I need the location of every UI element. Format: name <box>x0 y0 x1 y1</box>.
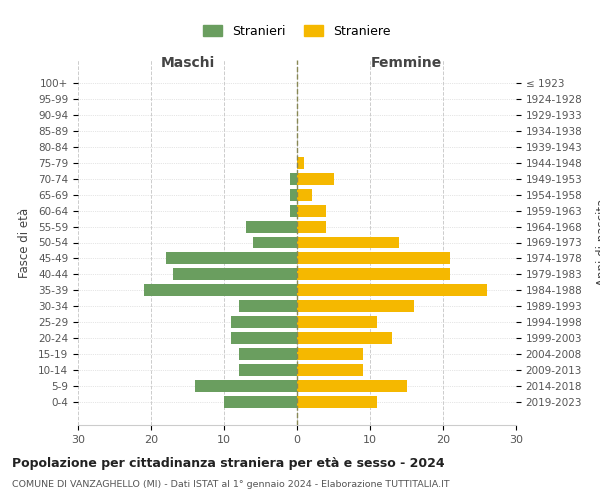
Bar <box>297 204 326 216</box>
Bar <box>290 172 297 184</box>
Bar <box>290 188 297 200</box>
Bar <box>239 348 297 360</box>
Bar <box>297 268 450 280</box>
Bar <box>297 156 304 168</box>
Text: Popolazione per cittadinanza straniera per età e sesso - 2024: Popolazione per cittadinanza straniera p… <box>12 458 445 470</box>
Bar <box>297 348 362 360</box>
Bar <box>239 364 297 376</box>
Bar <box>144 284 297 296</box>
Text: Femmine: Femmine <box>371 56 442 70</box>
Bar <box>246 220 297 232</box>
Text: COMUNE DI VANZAGHELLO (MI) - Dati ISTAT al 1° gennaio 2024 - Elaborazione TUTTIT: COMUNE DI VANZAGHELLO (MI) - Dati ISTAT … <box>12 480 449 489</box>
Bar <box>224 396 297 408</box>
Bar <box>239 300 297 312</box>
Bar <box>297 220 326 232</box>
Bar <box>297 172 334 184</box>
Bar <box>297 236 399 248</box>
Bar <box>297 284 487 296</box>
Bar <box>297 188 311 200</box>
Bar <box>297 364 362 376</box>
Bar <box>297 332 392 344</box>
Bar <box>297 316 377 328</box>
Bar <box>195 380 297 392</box>
Bar <box>253 236 297 248</box>
Bar <box>297 396 377 408</box>
Bar <box>232 332 297 344</box>
Bar <box>297 252 450 264</box>
Text: Maschi: Maschi <box>160 56 215 70</box>
Bar <box>232 316 297 328</box>
Legend: Stranieri, Straniere: Stranieri, Straniere <box>197 19 397 44</box>
Y-axis label: Fasce di età: Fasce di età <box>18 208 31 278</box>
Bar <box>297 380 407 392</box>
Bar <box>290 204 297 216</box>
Bar <box>297 300 414 312</box>
Bar <box>173 268 297 280</box>
Y-axis label: Anni di nascita: Anni di nascita <box>596 199 600 286</box>
Bar <box>166 252 297 264</box>
